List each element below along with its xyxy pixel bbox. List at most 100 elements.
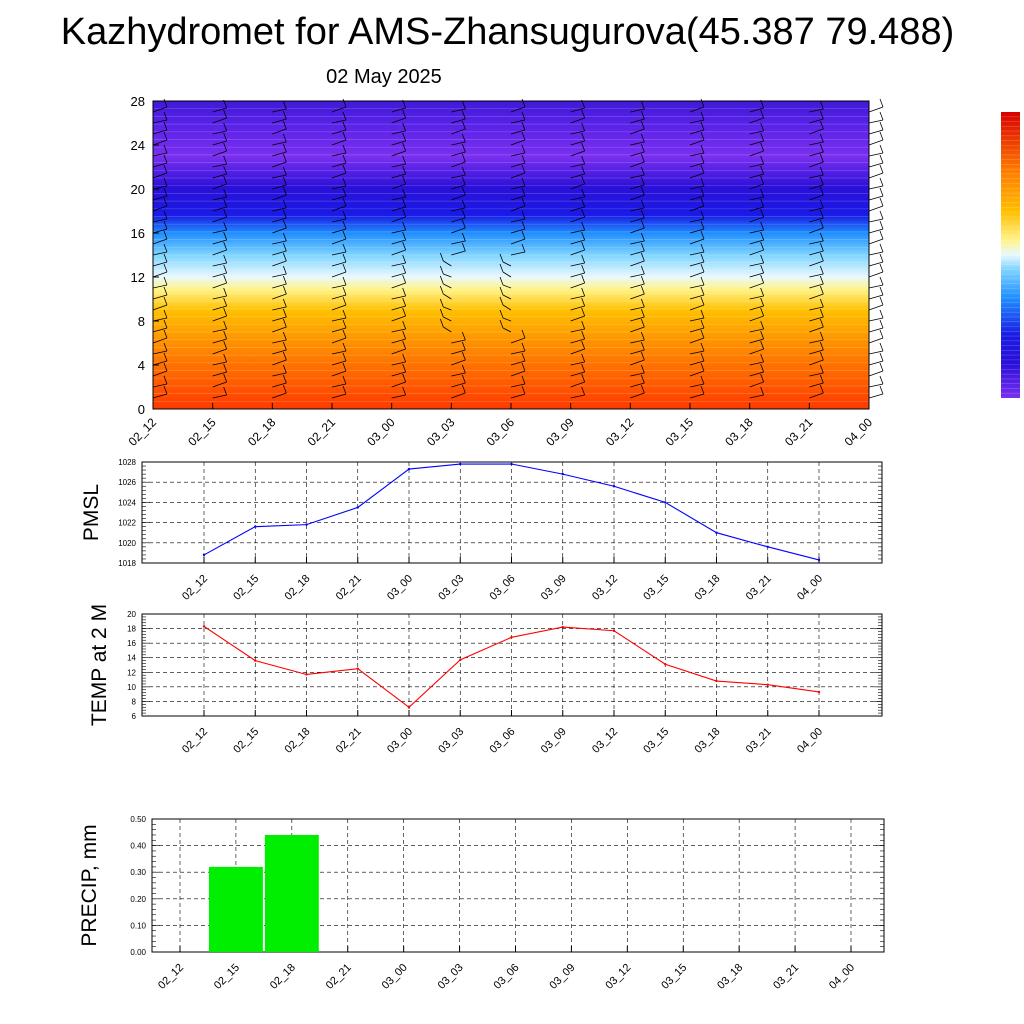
- wind-barb: [510, 337, 526, 344]
- data-point: [664, 663, 667, 666]
- wind-barb-flag: [819, 318, 824, 328]
- wind-barb: [502, 294, 512, 300]
- wind-barb-flag: [223, 132, 228, 142]
- wind-barb: [868, 327, 884, 333]
- wind-barb: [391, 229, 406, 234]
- wind-barb: [749, 282, 764, 289]
- wind-barb: [212, 328, 227, 333]
- wind-barb: [391, 216, 406, 223]
- wind-barb-flag: [223, 198, 228, 208]
- wind-barb-flag: [282, 186, 287, 196]
- wind-barb: [510, 370, 526, 377]
- wind-barb: [749, 206, 764, 212]
- wind-barb-flag: [700, 385, 705, 395]
- wind-barb: [809, 184, 824, 190]
- wind-barb: [630, 118, 645, 124]
- wind-barb: [630, 339, 645, 344]
- precip-chart-panel: 0.00 0.10 0.20 0.30 0.40 0.50 02_12 02_15 02_18 0…: [78, 815, 885, 992]
- wind-barb: [630, 184, 645, 190]
- wind-barb-flag: [581, 122, 586, 132]
- wind-barb-flag: [342, 319, 347, 329]
- wind-barb: [451, 161, 466, 168]
- wind-barb-flag: [223, 254, 228, 264]
- wind-barb-flag: [700, 276, 705, 286]
- wind-barb-flag: [402, 330, 407, 340]
- wind-barb: [212, 348, 227, 355]
- wind-barb-flag: [342, 220, 347, 230]
- data-point: [561, 472, 564, 476]
- wind-barb: [391, 150, 406, 157]
- y-tick-label: 16: [127, 639, 136, 648]
- wind-barb-flag: [342, 131, 347, 141]
- wind-barb: [570, 183, 585, 190]
- chart-date: 02 May 2025: [326, 66, 442, 88]
- wind-barb-flag: [402, 122, 407, 132]
- wind-barb-flag: [402, 340, 407, 350]
- wind-barb-flag: [282, 275, 287, 285]
- wind-barb: [212, 150, 227, 157]
- wind-barb-flag: [461, 176, 466, 186]
- wind-barb-flag: [819, 153, 824, 163]
- wind-barb-flag: [342, 329, 347, 339]
- wind-barb-flag: [402, 165, 407, 175]
- wind-barb-flag: [700, 131, 705, 141]
- wind-barb-flag: [581, 165, 586, 175]
- wind-barb: [510, 129, 526, 135]
- wind-barb: [510, 162, 526, 168]
- data-point: [305, 673, 308, 676]
- wind-barb-flag: [223, 307, 228, 317]
- wind-barb: [689, 271, 705, 278]
- wind-barb-flag: [461, 351, 466, 361]
- wind-barb: [212, 305, 227, 311]
- data-point: [664, 501, 667, 504]
- wind-barb-flag: [499, 276, 504, 286]
- wind-barb-flag: [521, 177, 526, 187]
- wind-barb-flag: [461, 232, 466, 242]
- wind-barb-flag: [163, 164, 168, 174]
- wind-barb-flag: [640, 219, 645, 229]
- y-tick-label: 0: [138, 402, 145, 417]
- wind-barb-flag: [819, 219, 824, 229]
- x-tick-label: 04_00: [795, 573, 825, 603]
- wind-barb: [749, 315, 764, 322]
- x-tick-label: 03_06: [488, 573, 518, 603]
- wind-barb: [630, 359, 645, 366]
- wind-barb: [809, 151, 824, 157]
- wind-barb-flag: [402, 297, 407, 307]
- wind-barb: [570, 249, 585, 256]
- wind-barb-flag: [402, 353, 407, 363]
- wind-barb-flag: [581, 188, 586, 198]
- wind-barb: [809, 227, 824, 234]
- x-tick-label: 02_18: [245, 415, 279, 449]
- x-tick-label: 02_12: [156, 962, 186, 992]
- wind-barb: [630, 240, 645, 245]
- x-tick-label: 02_21: [324, 962, 354, 992]
- wind-barb: [391, 140, 406, 146]
- wind-barb: [570, 229, 585, 234]
- wind-barb-flag: [223, 264, 228, 274]
- wind-barb: [689, 152, 705, 157]
- wind-barb-flag: [581, 264, 586, 274]
- wind-barb-flag: [402, 99, 407, 109]
- wind-barb: [570, 262, 585, 267]
- wind-barb: [331, 294, 347, 300]
- wind-barb-flag: [223, 188, 228, 198]
- wind-barb: [689, 195, 705, 201]
- wind-barb: [272, 372, 287, 377]
- wind-barb: [152, 294, 168, 300]
- wind-barb-flag: [342, 263, 347, 273]
- wind-barb-flag: [282, 285, 287, 295]
- wind-barb-flag: [819, 275, 824, 285]
- data-point: [817, 690, 821, 694]
- data-point: [612, 485, 616, 488]
- x-tick-label: 02_12: [180, 726, 210, 756]
- wind-barb: [510, 139, 526, 146]
- wind-barb-flag: [439, 318, 444, 328]
- wind-barb-flag: [819, 100, 824, 110]
- wind-barb: [570, 381, 585, 388]
- wind-barb: [689, 228, 705, 234]
- wind-barb: [868, 261, 884, 267]
- profile-heatmap-panel: 0 4 8 12 16 20 24 28 02_12 02_15 02_18 02_21 03_00 03…: [126, 94, 884, 449]
- wind-barb: [443, 273, 452, 278]
- wind-barb-flag: [402, 287, 407, 297]
